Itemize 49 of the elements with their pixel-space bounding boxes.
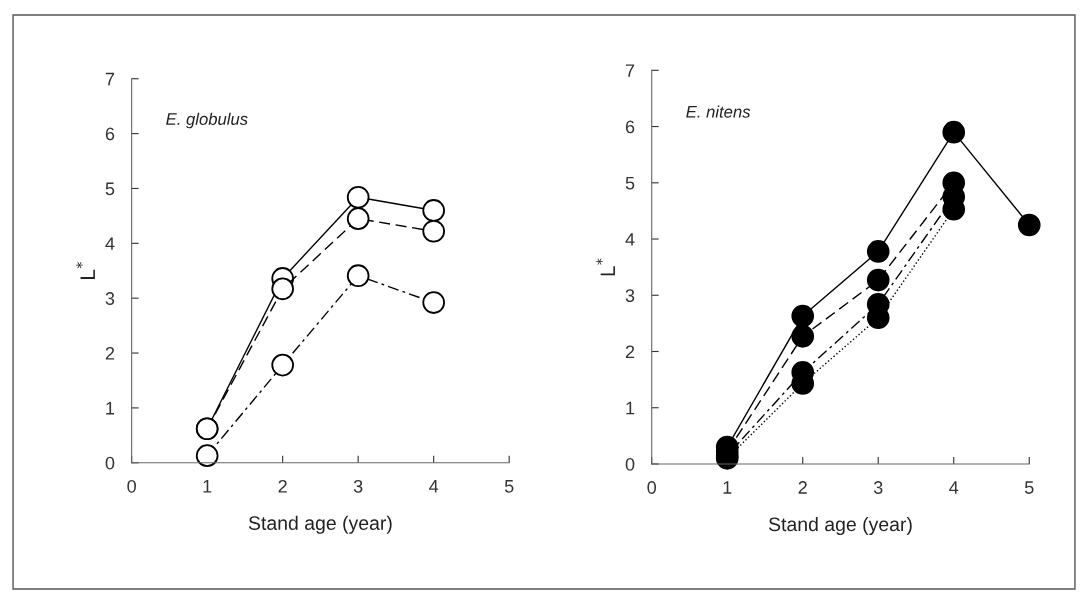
x-axis-title: Stand age (year) bbox=[768, 516, 912, 536]
y-tick-label: 5 bbox=[105, 182, 115, 196]
y-tick-label: 4 bbox=[625, 233, 635, 246]
x-tick-label: 4 bbox=[949, 481, 959, 494]
x-tick-label: 4 bbox=[429, 480, 439, 493]
annotation: E. nitens bbox=[686, 105, 751, 118]
point bbox=[866, 240, 890, 263]
y-tick-label: 6 bbox=[625, 120, 635, 134]
point bbox=[346, 264, 370, 288]
point bbox=[271, 277, 294, 301]
y-tick-label: 2 bbox=[625, 345, 635, 359]
x-tick-label: 0 bbox=[647, 481, 657, 494]
y-tick-label: 2 bbox=[105, 346, 115, 360]
x-tick-label: 0 bbox=[127, 479, 136, 493]
point bbox=[422, 291, 445, 314]
y-tick-label: 4 bbox=[105, 237, 115, 250]
point bbox=[422, 219, 445, 243]
y-tick-label: 0 bbox=[625, 457, 635, 471]
x-tick-label: 3 bbox=[873, 481, 883, 494]
y-tick-label: 6 bbox=[105, 127, 115, 141]
y-axis-title: L$^{*}$ bbox=[76, 262, 95, 279]
point bbox=[791, 324, 815, 348]
x-tick-label: 5 bbox=[504, 480, 514, 493]
point bbox=[422, 199, 445, 222]
point bbox=[346, 207, 370, 230]
x-tick-label: 2 bbox=[278, 479, 287, 493]
point bbox=[866, 268, 890, 292]
x-tick-label: 2 bbox=[798, 481, 807, 494]
annotation: E. globulus bbox=[166, 112, 248, 129]
y-tick-label: 7 bbox=[105, 72, 115, 86]
y-axis-title: L$^{*}$ bbox=[596, 258, 615, 276]
y-tick-label: 3 bbox=[625, 289, 635, 302]
point bbox=[195, 444, 219, 467]
y-tick-label: 1 bbox=[626, 401, 635, 415]
x-tick-label: 3 bbox=[353, 479, 363, 493]
point bbox=[271, 353, 294, 377]
x-tick-label: 1 bbox=[723, 481, 732, 494]
point bbox=[346, 185, 370, 209]
x-tick-label: 5 bbox=[1024, 481, 1034, 494]
y-tick-label: 0 bbox=[105, 456, 115, 470]
point bbox=[791, 304, 815, 328]
point bbox=[1017, 213, 1041, 237]
point bbox=[942, 120, 966, 144]
y-tick-label: 3 bbox=[105, 292, 115, 305]
x-tick-label: 1 bbox=[203, 480, 212, 493]
x-axis-title: Stand age (year) bbox=[248, 515, 392, 534]
y-tick-label: 7 bbox=[625, 64, 635, 77]
y-tick-label: 5 bbox=[625, 176, 635, 190]
y-tick-label: 1 bbox=[106, 402, 115, 415]
